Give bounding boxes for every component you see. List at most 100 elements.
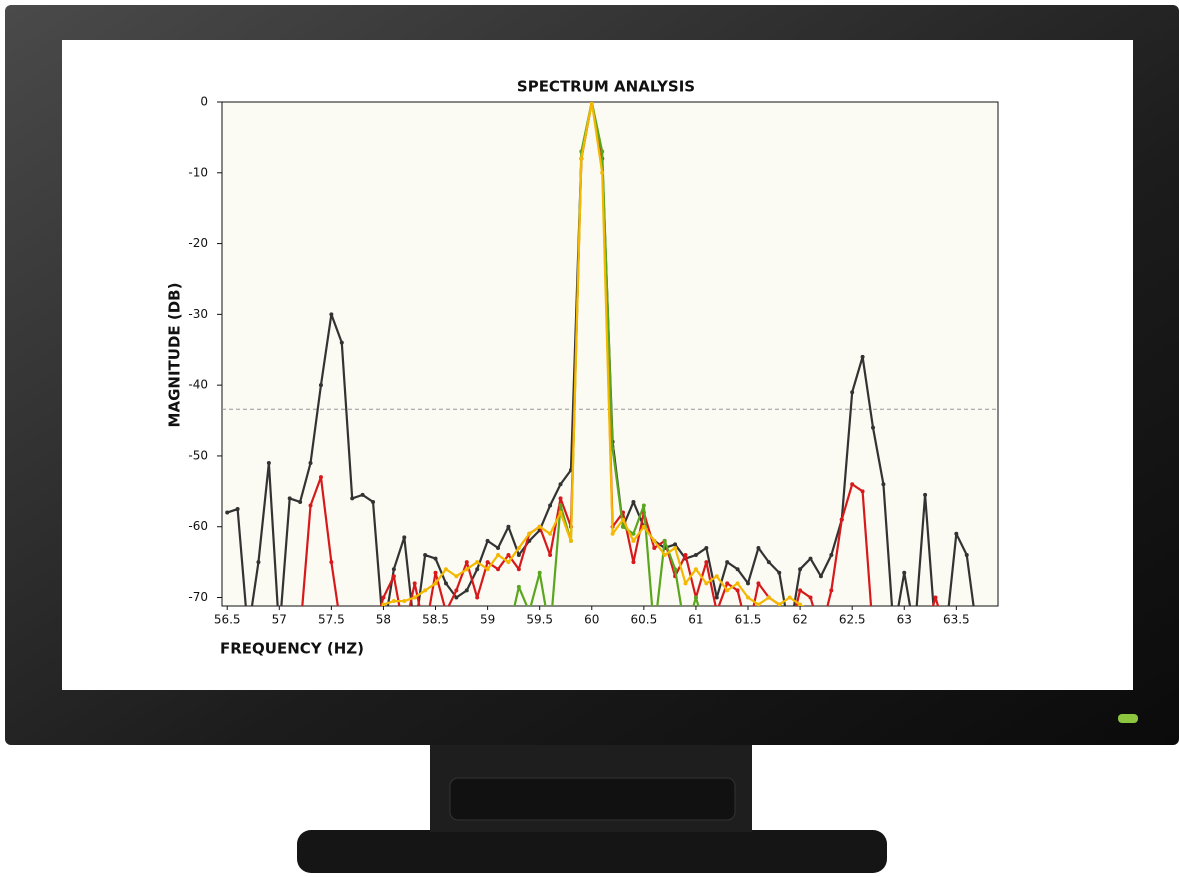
data-point (391, 599, 396, 604)
data-point (485, 560, 490, 565)
data-point (725, 588, 730, 593)
x-tick-label: 62 (792, 613, 807, 627)
data-point (735, 567, 740, 572)
x-tick-label: 63.5 (943, 613, 970, 627)
stand-slot (449, 777, 736, 821)
data-point (423, 588, 428, 593)
data-point (516, 553, 521, 558)
data-point (235, 507, 240, 512)
data-point (693, 567, 698, 572)
data-point (548, 503, 553, 508)
data-point (423, 553, 428, 558)
data-point (808, 595, 813, 600)
data-point (683, 581, 688, 586)
data-point (808, 556, 813, 561)
data-point (454, 574, 459, 579)
data-point (954, 531, 959, 536)
data-point (964, 553, 969, 558)
series-group (225, 102, 975, 606)
data-point (829, 553, 834, 558)
x-tick-label: 61.5 (735, 613, 762, 627)
data-point (496, 545, 501, 550)
data-point (704, 545, 709, 550)
data-point (673, 545, 678, 550)
x-tick-label: 59.5 (526, 613, 553, 627)
x-tick-label: 57 (272, 613, 287, 627)
data-point (798, 567, 803, 572)
data-point (391, 567, 396, 572)
data-point (475, 560, 480, 565)
data-point (933, 595, 938, 600)
data-point (485, 538, 490, 543)
data-point (766, 595, 771, 600)
data-point (402, 535, 407, 540)
data-point (600, 170, 605, 175)
data-point (548, 553, 553, 558)
series-line (383, 102, 805, 606)
data-point (350, 496, 355, 501)
data-point (829, 588, 834, 593)
data-point (756, 602, 761, 606)
data-point (683, 553, 688, 558)
data-point (850, 482, 855, 487)
data-point (693, 595, 698, 600)
data-point (621, 517, 626, 522)
data-point (485, 567, 490, 572)
y-tick-label: -40 (188, 378, 208, 392)
data-point (777, 570, 782, 575)
data-point (746, 581, 751, 586)
data-point (579, 156, 584, 161)
data-point (527, 531, 532, 536)
data-point (839, 517, 844, 522)
data-point (464, 588, 469, 593)
data-point (714, 574, 719, 579)
y-tick-label: -60 (188, 519, 208, 533)
data-point (433, 556, 438, 561)
y-tick-label: 0 (200, 95, 208, 109)
data-point (298, 499, 303, 504)
data-point (631, 531, 636, 536)
data-point (850, 390, 855, 395)
data-point (714, 595, 719, 600)
data-point (558, 496, 563, 501)
data-point (725, 560, 730, 565)
data-point (443, 567, 448, 572)
data-point (798, 602, 803, 606)
y-tick-label: -10 (188, 165, 208, 179)
data-point (631, 499, 636, 504)
data-point (881, 482, 886, 487)
data-point (631, 560, 636, 565)
data-point (777, 602, 782, 606)
x-tick-label: 58 (376, 613, 391, 627)
data-point (381, 595, 386, 600)
data-point (454, 595, 459, 600)
data-point (256, 560, 261, 565)
data-point (902, 570, 907, 575)
data-point (610, 531, 615, 536)
data-point (496, 553, 501, 558)
data-point (673, 542, 678, 547)
data-point (537, 524, 542, 529)
data-point (516, 584, 521, 589)
chart-title: SPECTRUM ANALYSIS (517, 78, 695, 96)
data-point (662, 553, 667, 558)
data-point (412, 595, 417, 600)
data-point (860, 354, 865, 359)
power-led (1118, 714, 1138, 723)
data-point (600, 149, 605, 154)
data-point (693, 553, 698, 558)
data-point (464, 560, 469, 565)
data-point (798, 588, 803, 593)
x-tick-label: 60 (584, 613, 599, 627)
data-point (548, 531, 553, 536)
data-point (329, 560, 334, 565)
data-point (756, 545, 761, 550)
data-point (704, 581, 709, 586)
data-point (756, 581, 761, 586)
data-point (496, 567, 501, 572)
data-point (318, 475, 323, 480)
data-point (506, 560, 511, 565)
data-point (725, 581, 730, 586)
